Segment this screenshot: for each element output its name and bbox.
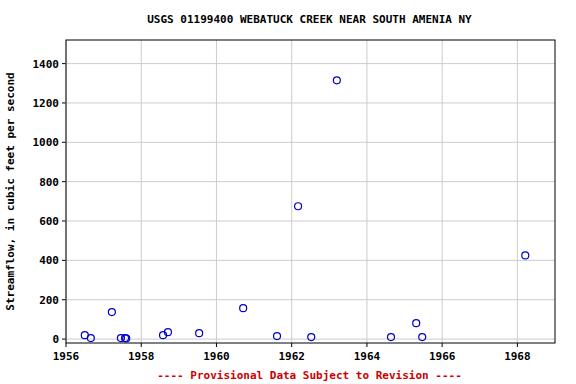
tick: [62, 221, 66, 222]
tick-label: 1964: [354, 350, 381, 363]
point: [274, 333, 281, 340]
tick-label: 800: [39, 176, 59, 189]
y-label: Streamflow, in cubic feet per second: [4, 72, 17, 310]
grid-line: [517, 40, 518, 343]
tick: [216, 343, 217, 347]
grid-line: [66, 339, 555, 340]
grid-line: [66, 299, 555, 300]
tick: [62, 299, 66, 300]
point: [419, 334, 426, 341]
tick: [62, 63, 66, 64]
tick: [141, 343, 142, 347]
tick-label: 1200: [33, 97, 60, 110]
point: [87, 335, 94, 342]
tick-label: 1960: [203, 350, 230, 363]
plot-frame: [66, 40, 555, 343]
tick: [62, 339, 66, 340]
point: [108, 309, 115, 316]
tick-label: 1956: [53, 350, 80, 363]
point: [387, 334, 394, 341]
tick: [517, 343, 518, 347]
tick: [366, 343, 367, 347]
tick-label: 1000: [33, 136, 60, 149]
grid-line: [216, 40, 217, 343]
tick: [62, 260, 66, 261]
grid-line: [66, 63, 555, 64]
point: [308, 334, 315, 341]
points: [81, 77, 528, 342]
tick: [66, 343, 67, 347]
grid-line: [141, 40, 142, 343]
grid-line: [66, 260, 555, 261]
grid-line: [66, 102, 555, 103]
tick-label: 0: [52, 333, 59, 346]
tick-label: 1968: [504, 350, 531, 363]
tick-label: 200: [39, 294, 59, 307]
title: USGS 01199400 WEBATUCK CREEK NEAR SOUTH …: [147, 13, 472, 26]
tick: [62, 142, 66, 143]
tick-label: 1966: [429, 350, 456, 363]
point: [240, 305, 247, 312]
tick: [442, 343, 443, 347]
tick: [62, 102, 66, 103]
grid-line: [442, 40, 443, 343]
tick-label: 1962: [278, 350, 305, 363]
tick-label: 1400: [33, 58, 60, 71]
point: [164, 329, 171, 336]
grid-line: [66, 221, 555, 222]
grid-line: [366, 40, 367, 343]
tick-label: 1958: [128, 350, 155, 363]
grid-line: [66, 181, 555, 182]
tick-label: 400: [39, 254, 59, 267]
grid-line: [291, 40, 292, 343]
point: [333, 77, 340, 84]
tick-label: 600: [39, 215, 59, 228]
chart-root: 0 200 400 600 800 1000 1200 1400 1956 1958 1960 196…: [0, 0, 576, 384]
point: [295, 203, 302, 210]
tick: [62, 181, 66, 182]
point: [522, 252, 529, 259]
point: [413, 320, 420, 327]
point: [196, 330, 203, 337]
tick: [291, 343, 292, 347]
grid-line: [66, 142, 555, 143]
point: [123, 335, 130, 342]
chart: 0 200 400 600 800 1000 1200 1400 1956 1958 1960 196…: [0, 0, 576, 384]
footnote: ---- Provisional Data Subject to Revisio…: [157, 369, 462, 382]
